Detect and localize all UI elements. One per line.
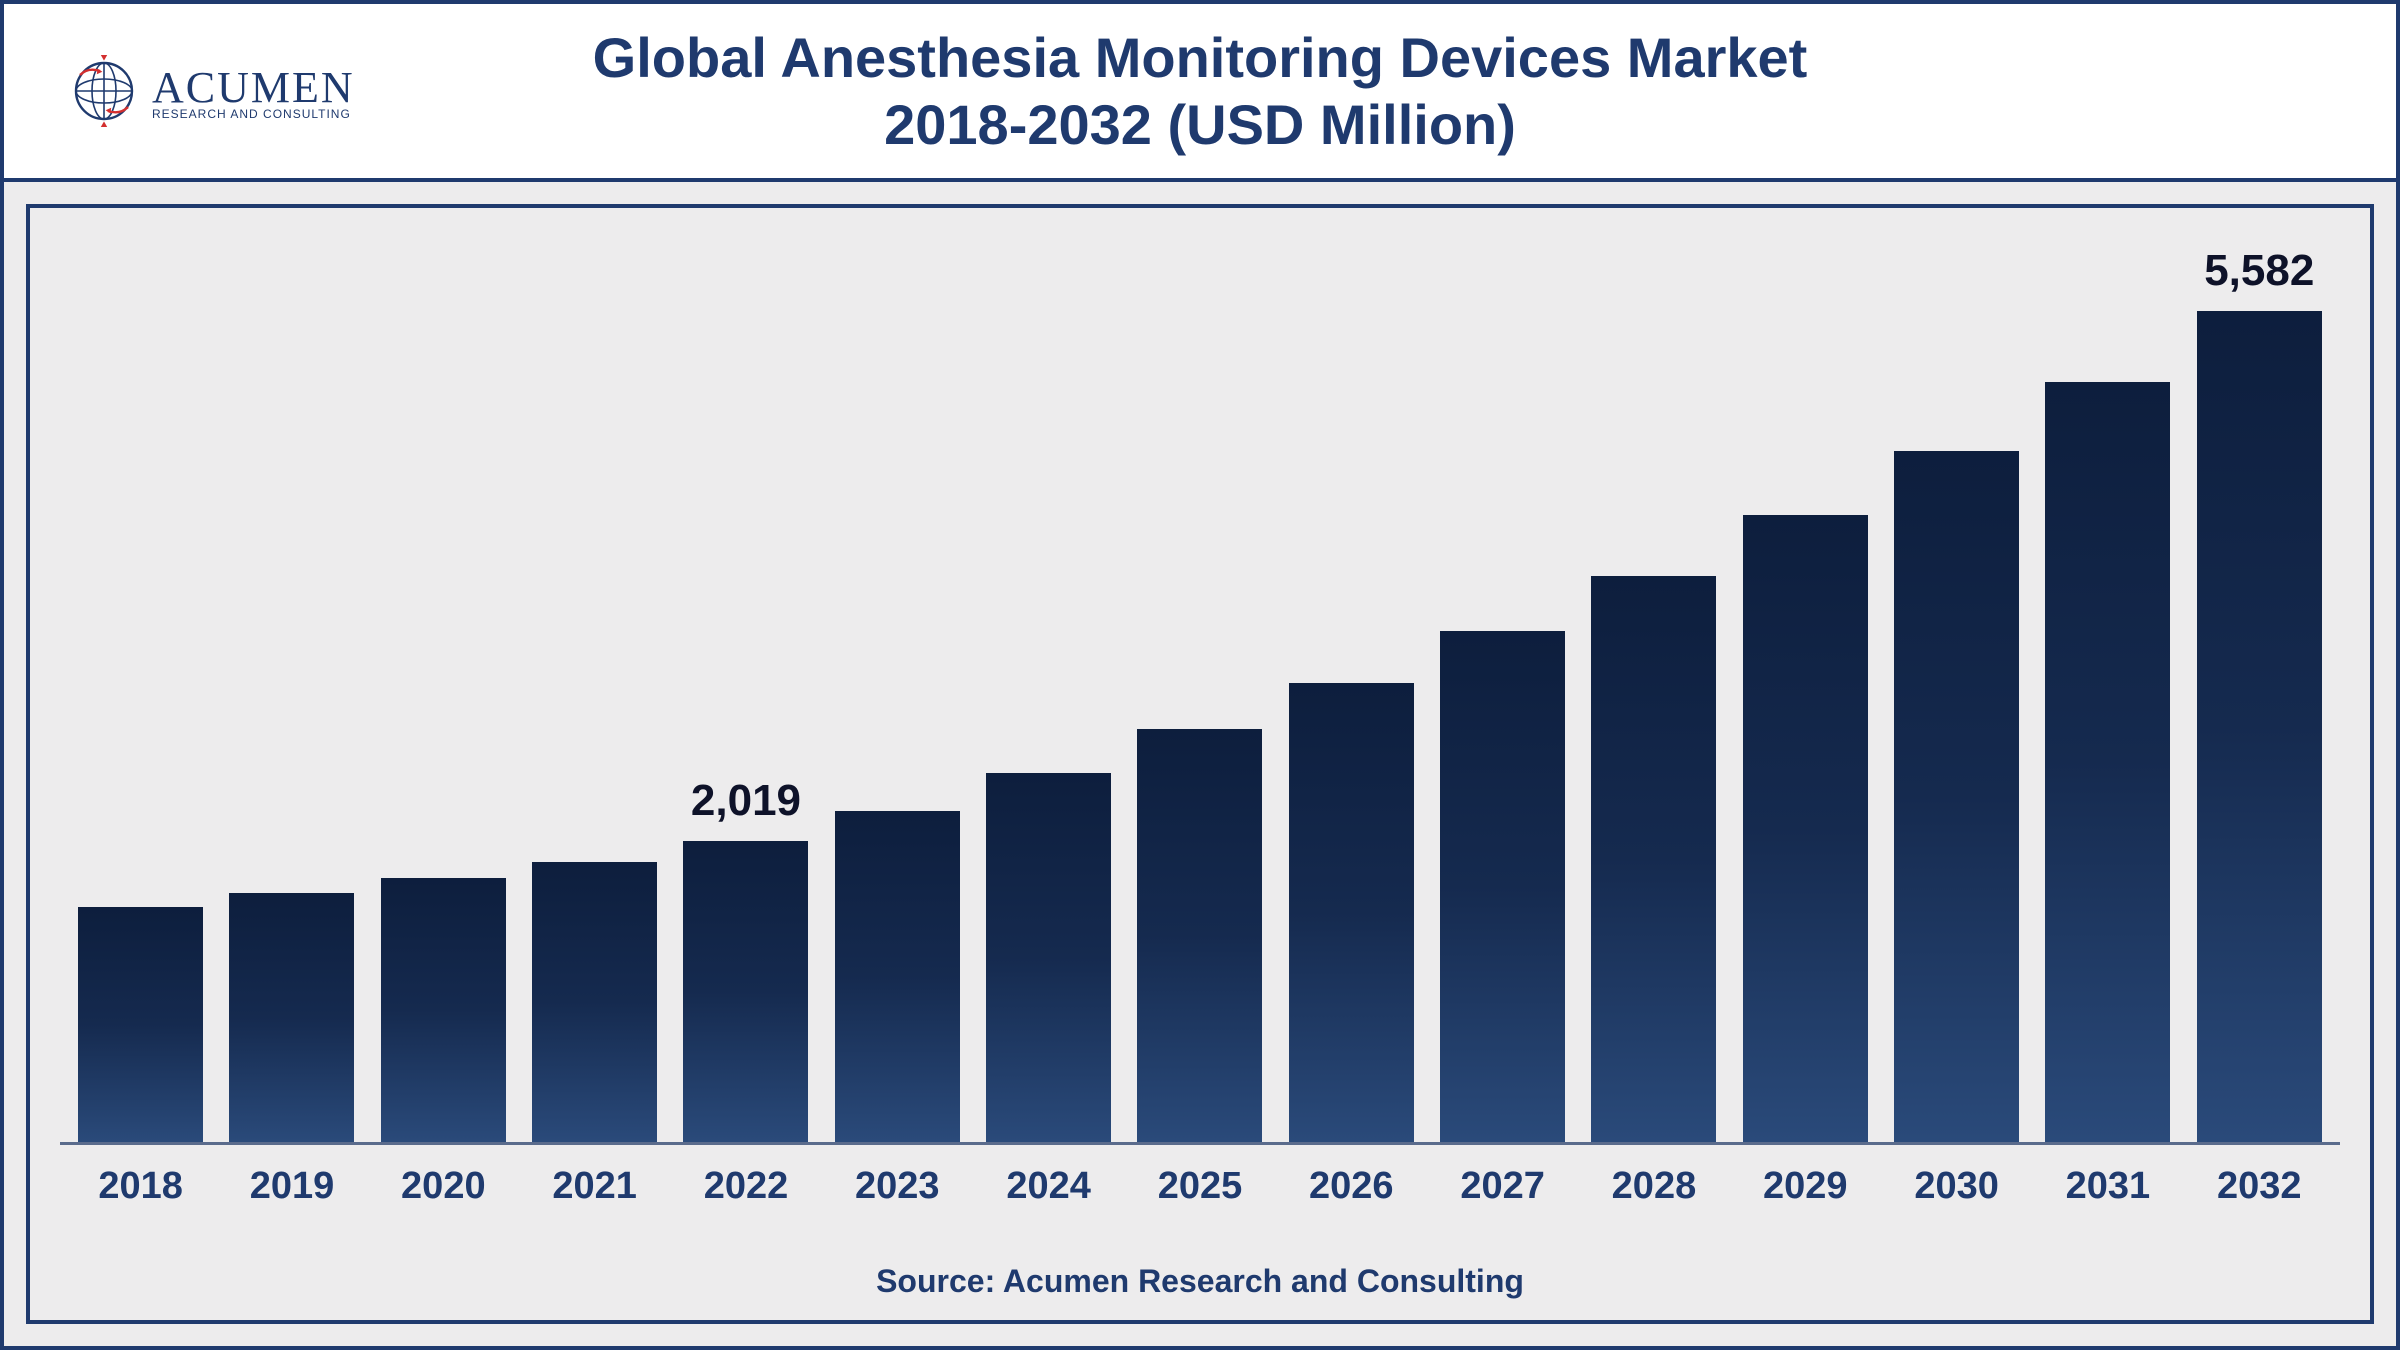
bar — [1289, 683, 1414, 1142]
bars-container: 2,019 5,582 — [60, 248, 2340, 1145]
bar-group — [1887, 248, 2026, 1142]
x-label: 2024 — [979, 1165, 1118, 1208]
x-label: 2027 — [1433, 1165, 1572, 1208]
x-label: 2020 — [374, 1165, 513, 1208]
x-label: 2019 — [222, 1165, 361, 1208]
bar-group: 2,019 — [676, 248, 815, 1142]
title-line-1: Global Anesthesia Monitoring Devices Mar… — [44, 24, 2356, 91]
bar — [986, 773, 1111, 1142]
bar-value-label: 5,582 — [2204, 246, 2314, 296]
x-label: 2021 — [525, 1165, 664, 1208]
bar-group — [525, 248, 664, 1142]
bar — [532, 862, 657, 1142]
logo-main: ACUMEN — [152, 62, 355, 113]
logo: ACUMEN RESEARCH AND CONSULTING — [64, 51, 355, 131]
x-label: 2018 — [71, 1165, 210, 1208]
x-label: 2030 — [1887, 1165, 2026, 1208]
bar-group — [1433, 248, 1572, 1142]
bar-group — [374, 248, 513, 1142]
bar-group — [1130, 248, 1269, 1142]
bar-group — [828, 248, 967, 1142]
bar — [1440, 631, 1565, 1142]
title-wrap: Global Anesthesia Monitoring Devices Mar… — [44, 24, 2356, 158]
bar-group: 5,582 — [2190, 248, 2329, 1142]
bar — [1137, 729, 1262, 1142]
bar — [78, 907, 203, 1142]
x-label: 2032 — [2190, 1165, 2329, 1208]
x-label: 2025 — [1130, 1165, 1269, 1208]
globe-icon — [64, 51, 144, 131]
bar — [1743, 515, 1868, 1142]
bar — [683, 841, 808, 1142]
bar-group — [222, 248, 361, 1142]
outer-container: ACUMEN RESEARCH AND CONSULTING Global An… — [0, 0, 2400, 1350]
x-label: 2028 — [1584, 1165, 1723, 1208]
bar-value-label: 2,019 — [691, 776, 801, 826]
bar — [1591, 576, 1716, 1142]
bar — [2045, 382, 2170, 1142]
x-label: 2023 — [828, 1165, 967, 1208]
bar — [1894, 451, 2019, 1142]
title-line-2: 2018-2032 (USD Million) — [44, 91, 2356, 158]
logo-text: ACUMEN RESEARCH AND CONSULTING — [152, 62, 355, 121]
chart-area: 2,0195,582 20182019202020212022202320242… — [60, 248, 2340, 1300]
bar — [381, 878, 506, 1142]
bar — [835, 811, 960, 1142]
bar-group — [1584, 248, 1723, 1142]
bar-group — [71, 248, 210, 1142]
chart-wrap: 2,0195,582 20182019202020212022202320242… — [26, 204, 2374, 1324]
bar-group — [979, 248, 1118, 1142]
bar — [229, 893, 354, 1142]
header: ACUMEN RESEARCH AND CONSULTING Global An… — [4, 4, 2396, 182]
x-label: 2026 — [1282, 1165, 1421, 1208]
bar — [2197, 311, 2322, 1142]
x-label: 2029 — [1736, 1165, 1875, 1208]
logo-sub: RESEARCH AND CONSULTING — [152, 107, 355, 121]
x-label: 2022 — [676, 1165, 815, 1208]
bar-group — [1282, 248, 1421, 1142]
x-label: 2031 — [2038, 1165, 2177, 1208]
bar-group — [2038, 248, 2177, 1142]
bar-group — [1736, 248, 1875, 1142]
source-text: Source: Acumen Research and Consulting — [60, 1263, 2340, 1300]
x-labels-row: 2018 2019 2020 2021 2022 2023 2024 2025 2026 2027… — [60, 1165, 2340, 1208]
